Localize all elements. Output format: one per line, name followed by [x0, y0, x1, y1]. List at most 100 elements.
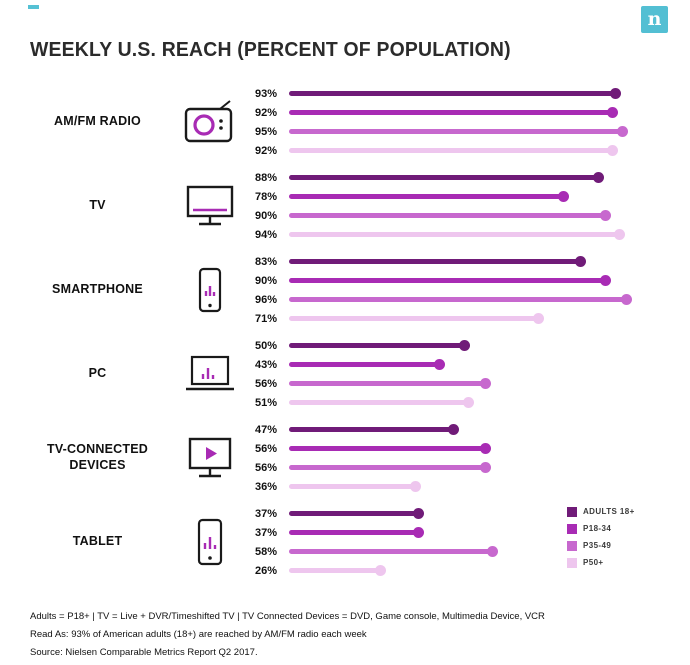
- bar-row: 83%: [255, 252, 641, 271]
- bar-row: 93%: [255, 84, 641, 103]
- bar: [289, 504, 641, 523]
- bar-row: 56%: [255, 374, 641, 393]
- legend-item: P50+: [567, 554, 635, 571]
- bar-value-label: 92%: [255, 144, 278, 157]
- bar-row: 78%: [255, 187, 641, 206]
- bar-value-label: 47%: [255, 423, 278, 436]
- bar-dot: [606, 107, 618, 118]
- laptop-icon: [165, 350, 255, 398]
- bar-group: 93% 92% 95% 92%: [255, 84, 641, 160]
- bar-row: 71%: [255, 309, 641, 328]
- bar-value-label: 71%: [255, 312, 278, 325]
- bar-dot: [462, 397, 474, 408]
- bar-dot: [480, 462, 492, 473]
- legend-swatch: [567, 540, 577, 551]
- bar-dot: [374, 565, 386, 576]
- chart-legend: ADULTS 18+ P18-34 P35-49 P50+: [567, 503, 635, 571]
- legend-label: P18-34: [583, 524, 612, 533]
- bar-dot: [592, 172, 604, 183]
- bar-group: 37% 37% 58% 26%: [255, 504, 641, 580]
- bar-dot: [599, 275, 611, 286]
- legend-swatch: [567, 557, 577, 568]
- category-label: TV: [89, 198, 106, 213]
- bar-dot: [448, 424, 460, 435]
- bar-dot: [487, 546, 499, 557]
- bar: [289, 309, 641, 328]
- bar: [289, 355, 641, 374]
- legend-label: P35-49: [583, 541, 612, 550]
- bar-row: 56%: [255, 458, 641, 477]
- page-title: WEEKLY U.S. REACH (PERCENT OF POPULATION…: [30, 39, 511, 62]
- bar: [289, 561, 641, 580]
- legend-item: P35-49: [567, 537, 635, 554]
- bar-dot: [599, 210, 611, 221]
- legend-swatch: [567, 506, 577, 517]
- bar-row: 96%: [255, 290, 641, 309]
- bar: [289, 439, 641, 458]
- category-label: TABLET: [72, 534, 123, 549]
- bar-value-label: 93%: [255, 87, 278, 100]
- bar-row: 36%: [255, 477, 641, 496]
- bar-row: 92%: [255, 103, 641, 122]
- chart-group: TV-CONNECTED DEVICES 47% 56% 56% 36%: [30, 420, 641, 496]
- bar: [289, 290, 641, 309]
- bar-dot: [620, 294, 632, 305]
- bar-value-label: 58%: [255, 545, 278, 558]
- bar-value-label: 43%: [255, 358, 278, 371]
- bar-row: 90%: [255, 206, 641, 225]
- bar: [289, 103, 641, 122]
- legend-item: P18-34: [567, 520, 635, 537]
- tv-play-icon: [165, 434, 255, 482]
- bar-value-label: 56%: [255, 461, 278, 474]
- bar-row: 92%: [255, 141, 641, 160]
- bar: [289, 252, 641, 271]
- bar-dot: [532, 313, 544, 324]
- chart-area: AM/FM RADIO 93% 92% 95% 92% TV 88% 78% 90% 94%…: [30, 84, 641, 588]
- bar-group: 83% 90% 96% 71%: [255, 252, 641, 328]
- bar-value-label: 88%: [255, 171, 278, 184]
- bar: [289, 84, 641, 103]
- bar-row: 47%: [255, 420, 641, 439]
- legend-label: P50+: [583, 558, 604, 567]
- bar-value-label: 51%: [255, 396, 278, 409]
- category-label: SMARTPHONE: [52, 282, 143, 297]
- bar: [289, 141, 641, 160]
- bar-row: 94%: [255, 225, 641, 244]
- bar: [289, 225, 641, 244]
- bar-value-label: 96%: [255, 293, 278, 306]
- nielsen-logo-letter: n: [647, 8, 662, 30]
- bar-dot: [610, 88, 622, 99]
- footnote-read-as: Read As: 93% of American adults (18+) ar…: [30, 629, 367, 640]
- bar-dot: [480, 378, 492, 389]
- bar: [289, 523, 641, 542]
- bar-row: 88%: [255, 168, 641, 187]
- footnotes: Adults = P18+ | TV = Live + DVR/Timeshif…: [30, 608, 545, 662]
- bar: [289, 420, 641, 439]
- footnote-definitions: Adults = P18+ | TV = Live + DVR/Timeshif…: [30, 611, 545, 622]
- bar-value-label: 37%: [255, 526, 278, 539]
- bar-dot: [613, 229, 625, 240]
- bar-dot: [459, 340, 470, 351]
- chart-group: TV 88% 78% 90% 94%: [30, 168, 641, 244]
- bar: [289, 168, 641, 187]
- bar: [289, 393, 641, 412]
- bar-dot: [434, 359, 446, 370]
- radio-icon: [165, 98, 255, 146]
- bar-group: 88% 78% 90% 94%: [255, 168, 641, 244]
- bar-value-label: 83%: [255, 255, 278, 268]
- bar-dot: [575, 256, 587, 267]
- category-label: PC: [88, 366, 107, 381]
- chart-group: PC 50% 43% 56% 51%: [30, 336, 641, 412]
- bar-dot: [480, 443, 492, 454]
- bar-value-label: 90%: [255, 274, 278, 287]
- bar-row: 95%: [255, 122, 641, 141]
- legend-swatch: [567, 523, 577, 534]
- category-label: TV-CONNECTED DEVICES: [46, 442, 148, 472]
- tv-icon: [165, 182, 255, 230]
- bar-value-label: 37%: [255, 507, 278, 520]
- bar-row: 37%: [255, 523, 641, 542]
- legend-label: ADULTS 18+: [583, 507, 635, 516]
- bar-value-label: 26%: [255, 564, 278, 577]
- bar: [289, 206, 641, 225]
- bar-group: 47% 56% 56% 36%: [255, 420, 641, 496]
